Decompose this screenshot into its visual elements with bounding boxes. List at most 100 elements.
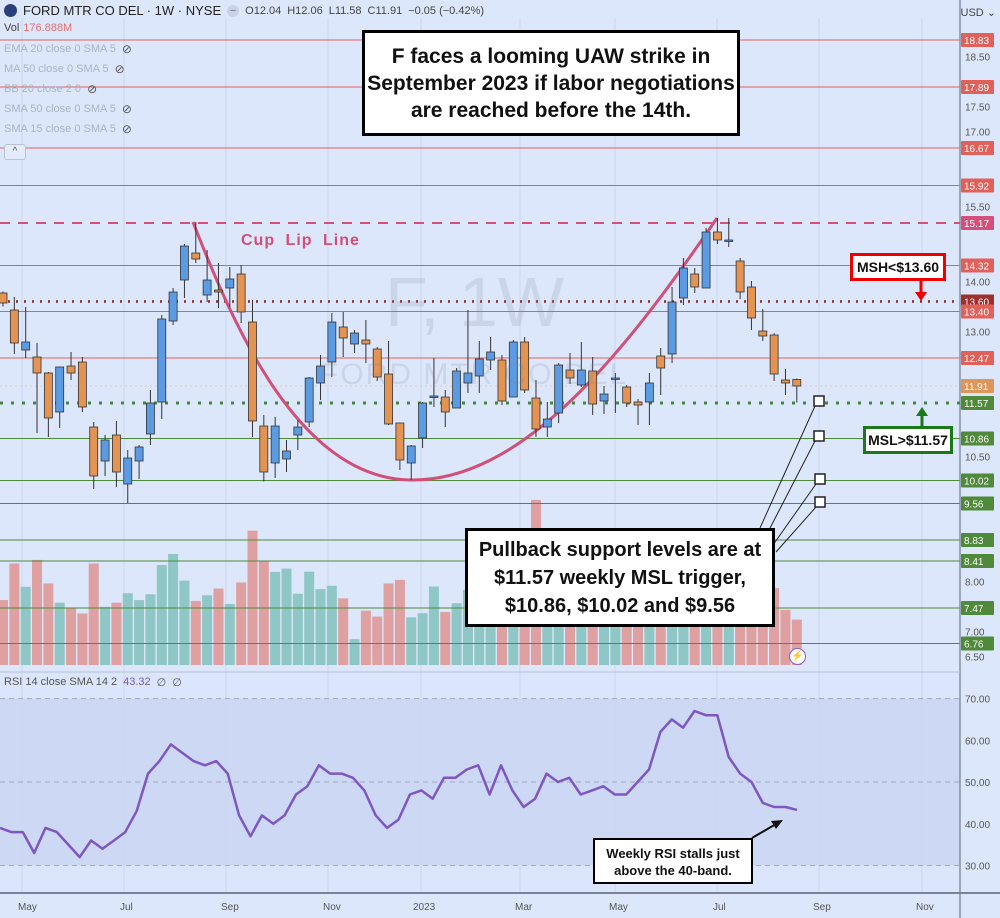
eye-hidden-icon[interactable]: ⊘ bbox=[87, 82, 98, 96]
candle-body bbox=[542, 418, 552, 428]
volume-bar bbox=[122, 593, 133, 665]
price-tick-label: 15.50 bbox=[965, 203, 990, 214]
candle-body bbox=[248, 321, 257, 422]
note-line: F faces a looming UAW strike in bbox=[391, 45, 711, 68]
lightning-icon[interactable]: ⚡ bbox=[789, 648, 806, 665]
candle-body bbox=[270, 425, 280, 464]
volume-bar bbox=[156, 565, 167, 665]
candle-body bbox=[633, 401, 643, 406]
volume-bar bbox=[474, 599, 485, 665]
volume-bar bbox=[394, 579, 405, 665]
candle-body bbox=[713, 231, 722, 241]
support-marker bbox=[814, 473, 826, 485]
price-tick-label: 8.00 bbox=[965, 578, 985, 589]
support-marker bbox=[813, 430, 825, 442]
price-tag-label: 8.41 bbox=[964, 557, 984, 568]
eye-hidden-icon[interactable]: ⊘ bbox=[121, 122, 132, 136]
cup-curve bbox=[191, 217, 719, 482]
candle-body bbox=[463, 372, 473, 384]
candle-body bbox=[180, 245, 189, 281]
volume-bar bbox=[791, 619, 802, 665]
candle-body bbox=[610, 377, 620, 380]
volume-bar bbox=[88, 563, 99, 665]
volume-bar bbox=[485, 596, 496, 665]
collapse-legend-button[interactable]: ^ bbox=[4, 144, 26, 160]
price-tag-label: 10.02 bbox=[964, 477, 989, 488]
price-tick-label: 10.50 bbox=[965, 453, 990, 464]
rsi-value: 43.32 bbox=[123, 676, 151, 688]
volume-bar bbox=[43, 583, 54, 665]
volume-bar bbox=[292, 593, 303, 665]
volume-bar bbox=[66, 608, 77, 665]
time-label: Mar bbox=[515, 902, 533, 913]
volume-bar bbox=[315, 589, 326, 665]
candle-body bbox=[486, 351, 496, 361]
candle-body bbox=[418, 402, 427, 439]
indicator-ema20[interactable]: EMA 20 close 0 SMA 5 ⊘ bbox=[4, 42, 132, 56]
indicator-bb20[interactable]: BB 20 close 2 0 ⊘ bbox=[4, 82, 97, 96]
candle-body bbox=[304, 377, 314, 423]
note-line: Weekly RSI stalls just bbox=[606, 846, 740, 861]
arrow-icon bbox=[771, 820, 783, 829]
candle-body bbox=[259, 425, 269, 473]
eye-hidden-icon[interactable]: ⊘ bbox=[114, 62, 125, 76]
indicator-label: MA 50 close 0 SMA 5 bbox=[4, 63, 109, 75]
volume-bar bbox=[281, 568, 292, 665]
ohlc-close: C11.91 bbox=[367, 4, 403, 17]
price-tag bbox=[961, 496, 994, 511]
price-tag bbox=[961, 258, 994, 273]
candle-body bbox=[406, 445, 416, 464]
indicator-sma15[interactable]: SMA 15 close 0 SMA 5 ⊘ bbox=[4, 122, 132, 136]
candle-body bbox=[112, 434, 121, 473]
price-tag-label: 11.91 bbox=[964, 382, 989, 393]
price-tag bbox=[961, 554, 994, 568]
candle-body bbox=[202, 279, 212, 296]
volume-bar bbox=[179, 580, 190, 665]
eye-hidden-icon[interactable]: ⊘ bbox=[121, 42, 132, 56]
note-line: $11.57 weekly MSL trigger, bbox=[494, 567, 746, 589]
volume-bar bbox=[54, 602, 65, 665]
pullback-note-box: Pullback support levels are at $11.57 we… bbox=[465, 528, 775, 627]
price-tag-label: 18.83 bbox=[964, 36, 989, 47]
volume-bar bbox=[496, 593, 507, 665]
time-label: Sep bbox=[813, 902, 831, 913]
currency-dropdown[interactable]: USD ⌄ bbox=[960, 7, 997, 19]
volume-bar bbox=[304, 571, 315, 665]
time-label: Nov bbox=[323, 902, 341, 913]
time-label: 2023 bbox=[413, 902, 436, 913]
symbol-title[interactable]: FORD MTR CO DEL · 1W · NYSE bbox=[23, 3, 222, 18]
price-tag bbox=[961, 178, 994, 193]
strike-note-box: F faces a looming UAW strike in Septembe… bbox=[362, 30, 740, 136]
note-line: $10.86, $10.02 and $9.56 bbox=[504, 595, 736, 617]
price-tag bbox=[961, 473, 994, 488]
price-tag-label: 13.40 bbox=[964, 308, 989, 319]
rsi-tick-label: 50.00 bbox=[965, 778, 990, 789]
price-tag bbox=[961, 379, 994, 393]
volume-bar bbox=[202, 595, 213, 665]
indicator-sma50[interactable]: SMA 50 close 0 SMA 5 ⊘ bbox=[4, 102, 132, 116]
msh-label-box: MSH<$13.60 bbox=[850, 253, 946, 281]
eye-hidden-icon[interactable]: ⊘ bbox=[121, 102, 132, 116]
candle-body bbox=[474, 358, 484, 377]
indicator-ma50[interactable]: MA 50 close 0 SMA 5 ⊘ bbox=[4, 62, 125, 76]
volume-bar bbox=[190, 600, 201, 665]
candle-body bbox=[440, 396, 450, 413]
indicator-label: SMA 50 close 0 SMA 5 bbox=[4, 103, 116, 115]
volume-bar bbox=[417, 613, 428, 665]
candle-body bbox=[429, 395, 439, 398]
market-status-icon[interactable]: – bbox=[227, 4, 240, 17]
rsi-line bbox=[0, 709, 798, 859]
rsi-arrow bbox=[751, 823, 777, 839]
volume-bar bbox=[633, 600, 644, 665]
volume-bar bbox=[508, 603, 519, 665]
price-tag bbox=[961, 33, 994, 47]
indicator-label: EMA 20 close 0 SMA 5 bbox=[4, 43, 116, 55]
candle-body bbox=[168, 291, 178, 322]
volume-bar bbox=[440, 611, 451, 665]
ohlc-high: H12.06 bbox=[287, 4, 323, 17]
candle-body bbox=[520, 341, 530, 391]
candle-body bbox=[531, 397, 541, 430]
candle-body bbox=[452, 370, 462, 409]
candle-body bbox=[656, 355, 666, 369]
